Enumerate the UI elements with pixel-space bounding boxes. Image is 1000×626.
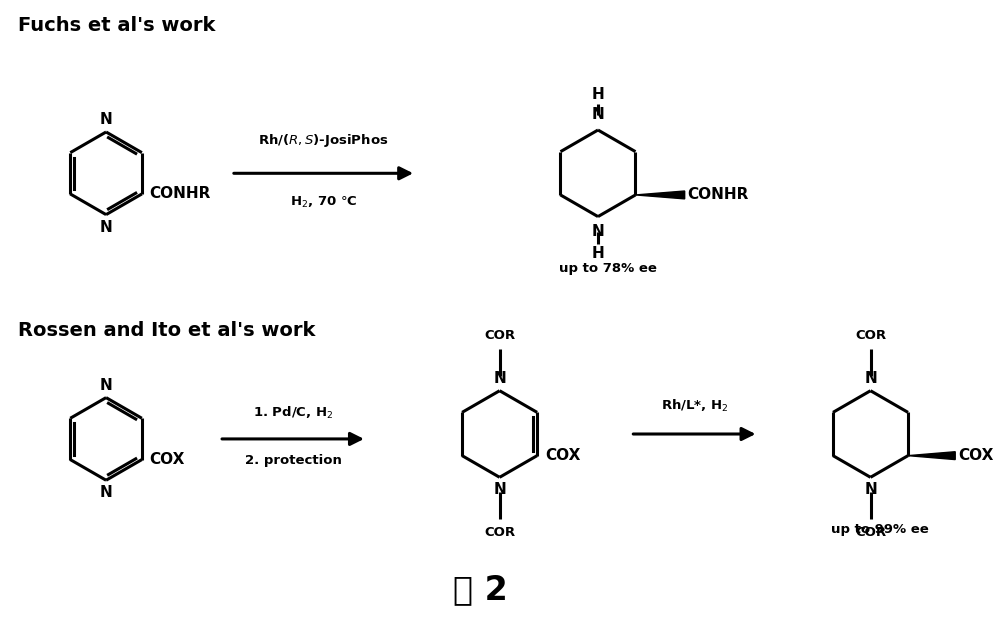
Text: N: N <box>864 482 877 497</box>
Text: 1. Pd/C, H$_2$: 1. Pd/C, H$_2$ <box>253 405 333 421</box>
Text: H: H <box>592 246 604 261</box>
Polygon shape <box>635 191 685 199</box>
Text: 2. protection: 2. protection <box>245 454 341 467</box>
Text: N: N <box>592 107 604 122</box>
Text: N: N <box>864 371 877 386</box>
Text: N: N <box>493 482 506 497</box>
Text: COX: COX <box>150 452 185 467</box>
Text: N: N <box>100 485 112 500</box>
Text: up to 78% ee: up to 78% ee <box>559 262 657 275</box>
Text: CONHR: CONHR <box>150 187 211 202</box>
Text: up to 99% ee: up to 99% ee <box>831 523 929 536</box>
Text: CONHR: CONHR <box>688 187 749 202</box>
Text: 式 2: 式 2 <box>453 573 507 606</box>
Text: COR: COR <box>855 526 886 540</box>
Text: Rh/L*, H$_2$: Rh/L*, H$_2$ <box>661 398 728 414</box>
Text: COX: COX <box>545 448 580 463</box>
Text: Rh/($\it{R,S}$)-JosiPhos: Rh/($\it{R,S}$)-JosiPhos <box>258 131 389 149</box>
Text: H: H <box>592 88 604 103</box>
Text: COR: COR <box>484 526 515 540</box>
Text: COR: COR <box>484 329 515 342</box>
Text: N: N <box>493 371 506 386</box>
Text: H$_2$, 70 $\degree$C: H$_2$, 70 $\degree$C <box>290 195 357 210</box>
Text: N: N <box>100 377 112 393</box>
Text: COR: COR <box>855 329 886 342</box>
Text: Fuchs et al's work: Fuchs et al's work <box>18 16 215 35</box>
Text: N: N <box>100 220 112 235</box>
Text: N: N <box>592 225 604 240</box>
Polygon shape <box>908 452 955 459</box>
Text: Rossen and Ito et al's work: Rossen and Ito et al's work <box>18 321 315 340</box>
Text: N: N <box>100 112 112 127</box>
Text: COX: COX <box>958 448 994 463</box>
